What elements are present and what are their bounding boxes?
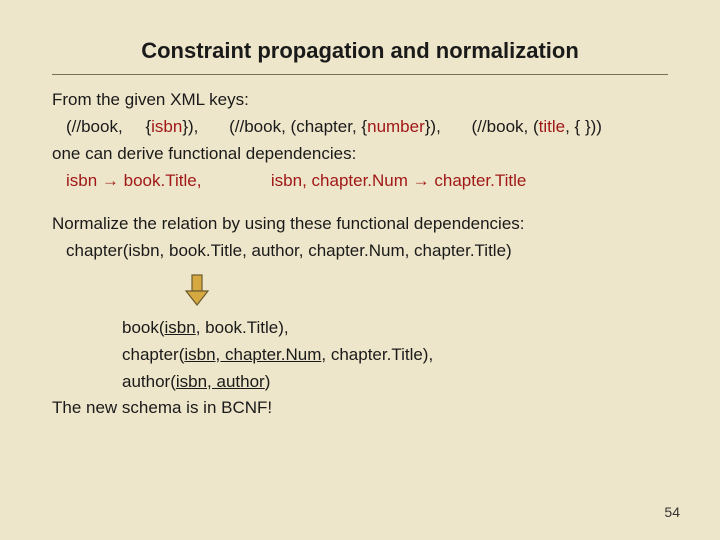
fd-line: isbn → book.Title, isbn, chapter.Num → c… xyxy=(52,170,668,193)
slide: Constraint propagation and normalization… xyxy=(0,0,720,540)
fd-rhs: chapter.Title xyxy=(434,171,526,190)
fd-rhs: book.Title, xyxy=(124,171,202,190)
key-field: isbn xyxy=(151,117,182,136)
rel-key: isbn xyxy=(165,318,196,337)
key-part: (//book, ( xyxy=(472,117,539,136)
fd-arrow: → xyxy=(97,171,123,190)
rel-part: , chapter.Title), xyxy=(321,345,433,364)
slide-title: Constraint propagation and normalization xyxy=(52,38,668,64)
rel-part: chapter( xyxy=(122,345,184,364)
result-line: author(isbn, author) xyxy=(52,371,668,394)
divider xyxy=(52,74,668,75)
rel-key: isbn, author xyxy=(176,372,265,391)
key-part: (//book, (chapter, xyxy=(229,117,357,136)
key-field: number xyxy=(367,117,425,136)
result-line: chapter(isbn, chapter.Num, chapter.Title… xyxy=(52,344,668,367)
rel-part: book( xyxy=(122,318,165,337)
relation-line: chapter(isbn, book.Title, author, chapte… xyxy=(52,240,668,263)
fd-lhs: isbn xyxy=(66,171,97,190)
text-line: one can derive functional dependencies: xyxy=(52,143,668,166)
xml-keys-line: (//book, {isbn}), (//book, (chapter, {nu… xyxy=(52,116,668,139)
text-line: From the given XML keys: xyxy=(52,89,668,112)
down-arrow-icon xyxy=(182,273,212,307)
rel-part: author( xyxy=(122,372,176,391)
page-number: 54 xyxy=(664,504,680,520)
result-line: book(isbn, book.Title), xyxy=(52,317,668,340)
text-line: The new schema is in BCNF! xyxy=(52,397,668,420)
key-part: (//book, xyxy=(66,117,123,136)
key-part: }), xyxy=(182,117,198,136)
text-line: Normalize the relation by using these fu… xyxy=(52,213,668,236)
rel-part: , book.Title), xyxy=(196,318,289,337)
fd-lhs: isbn, chapter.Num xyxy=(271,171,408,190)
fd-arrow: → xyxy=(408,171,434,190)
key-part: }), xyxy=(425,117,441,136)
key-field: title xyxy=(539,117,565,136)
rel-part: ) xyxy=(265,372,271,391)
rel-key: isbn, chapter.Num xyxy=(184,345,321,364)
key-part: , { })) xyxy=(565,117,602,136)
